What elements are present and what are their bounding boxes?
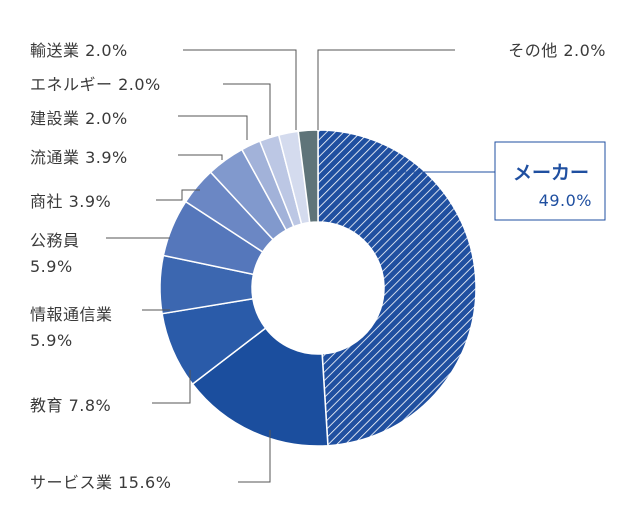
slice-label: エネルギー 2.0%	[30, 75, 161, 94]
leader-line	[178, 154, 223, 160]
slice-label: その他 2.0%	[508, 41, 606, 60]
leader-line	[152, 370, 191, 404]
slice-label: 輸送業 2.0%	[30, 41, 128, 60]
slice-label-value: 5.9%	[30, 331, 73, 350]
slice-label-name: メーカー	[513, 162, 589, 184]
slice-label: 流通業 3.9%	[30, 148, 128, 167]
slice-labels: メーカー 49.0% サービス業 15.6% 教育 7.8% 情報通信業 5.9% 公務員 5…	[30, 41, 606, 492]
slice-label-value: 49.0%	[539, 191, 592, 210]
slice-label-name: 情報通信業	[30, 305, 113, 324]
leader-line	[178, 115, 248, 140]
slice-label: 商社 3.9%	[30, 192, 111, 211]
slice-label: サービス業 15.6%	[30, 473, 171, 492]
leader-line	[183, 49, 297, 130]
highlight-label-box	[494, 141, 606, 221]
leader-line	[238, 430, 271, 483]
chart-slices	[159, 129, 477, 447]
donut-slice	[317, 129, 477, 447]
donut-slice	[297, 129, 319, 224]
leader-line	[223, 83, 271, 135]
donut-slice	[191, 327, 329, 447]
leader-line	[156, 189, 200, 201]
leader-lines	[106, 49, 495, 483]
slice-label: 建設業 2.0%	[30, 109, 128, 128]
leader-line	[317, 49, 455, 130]
slice-label: 教育 7.8%	[30, 396, 111, 415]
slice-label-value: 5.9%	[30, 257, 73, 276]
slice-label-name: 公務員	[30, 231, 80, 250]
